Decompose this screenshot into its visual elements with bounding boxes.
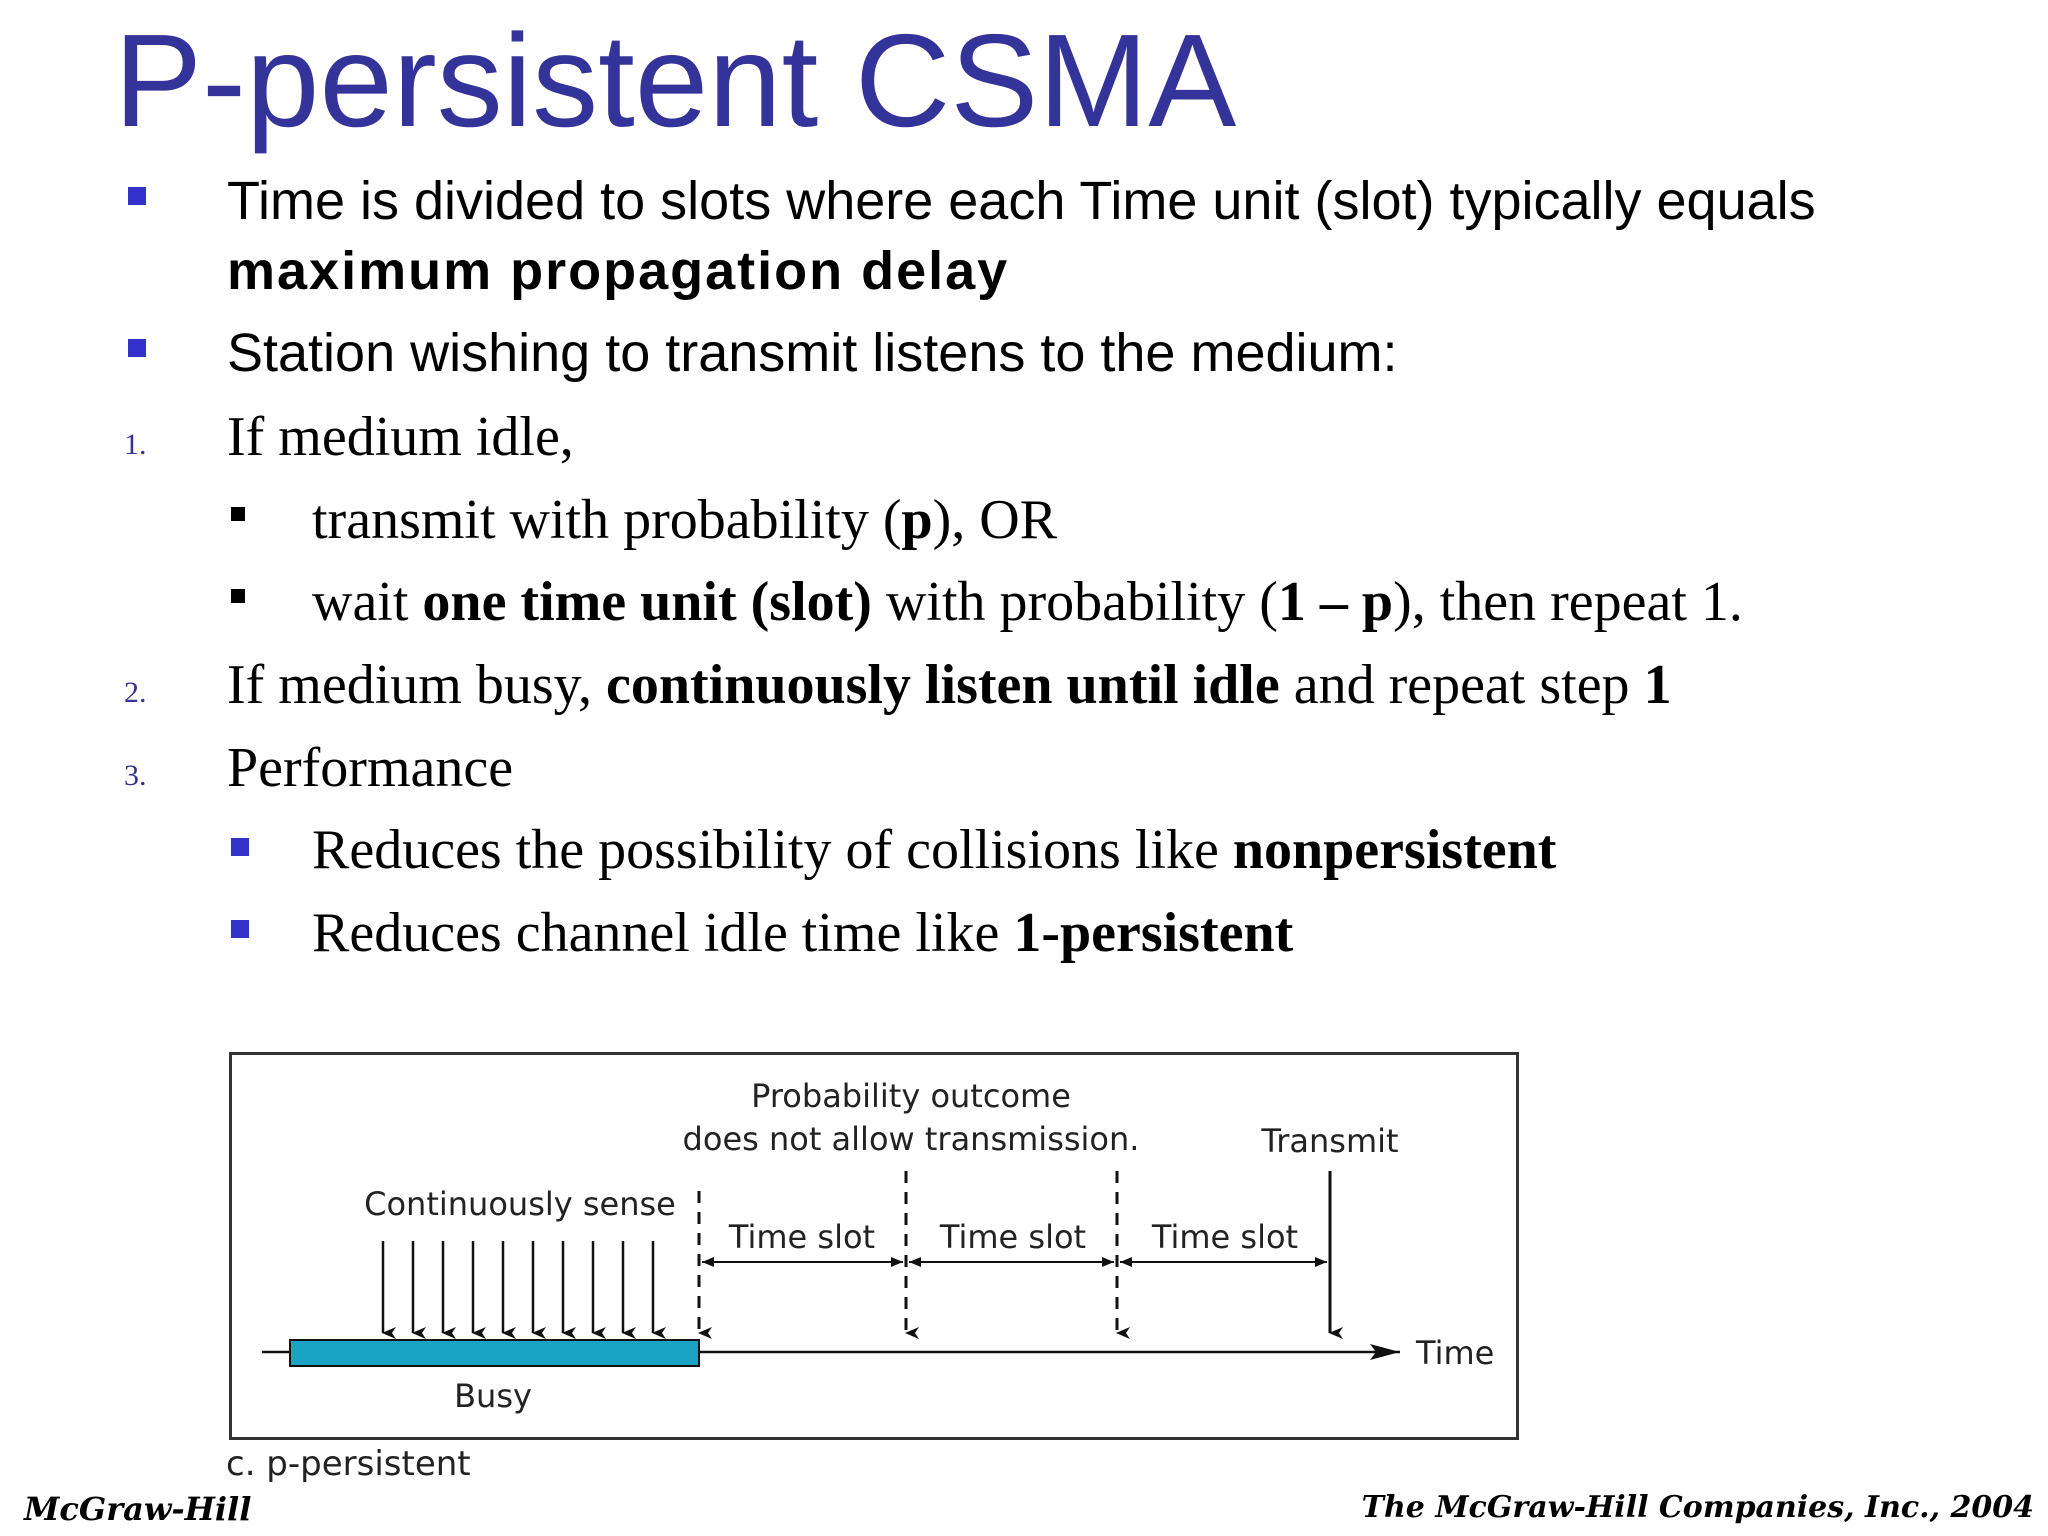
bullet-1-line-2: maximum propagation delay (227, 241, 1010, 301)
sub-item-transmit-pre: transmit with probability ( (312, 489, 902, 551)
numbered-item-2-mid: and repeat step (1279, 654, 1644, 716)
numbered-item-2-pre: If medium busy, (227, 654, 606, 716)
time-axis-label: Time (1415, 1334, 1494, 1372)
sub-item-wait-post: ), then repeat 1. (1393, 571, 1743, 633)
sub-item-transmit-post: ), OR (932, 489, 1058, 551)
time-slot-label-1: Time slot (728, 1218, 875, 1256)
busy-bar (289, 1339, 700, 1367)
sub-bullet-icon (231, 507, 245, 521)
sub-item-transmit: transmit with probability (p), OR (312, 488, 1057, 552)
sense-arrows (381, 1241, 666, 1339)
p-persistent-diagram: Probability outcome does not allow trans… (229, 1052, 1519, 1440)
list-number-2: 2. (124, 676, 147, 709)
probability-label-line-2: does not allow transmission. (683, 1120, 1140, 1158)
bullet-square-icon (128, 187, 146, 205)
sub-item-wait-mid: with probability ( (871, 571, 1278, 633)
continuously-sense-label: Continuously sense (364, 1185, 676, 1223)
bullet-1-line-1: Time is divided to slots where each Time… (227, 171, 1816, 231)
sub-bullet-icon (231, 838, 249, 856)
diagram-caption: c. p-persistent (226, 1444, 471, 1484)
slide-title: P-persistent CSMA (114, 7, 1237, 154)
sub-bullet-icon (231, 920, 249, 938)
numbered-item-2-bold-2: 1 (1643, 654, 1672, 716)
bullet-2: Station wishing to transmit listens to t… (227, 323, 1398, 383)
sub-item-collisions-bold: nonpersistent (1232, 819, 1557, 881)
list-number-1: 1. (124, 428, 147, 461)
bullet-square-icon (128, 339, 146, 357)
numbered-item-2: If medium busy, continuously listen unti… (227, 653, 1672, 717)
slot-boundaries (697, 1171, 1130, 1339)
sub-item-transmit-bold: p (901, 489, 933, 551)
diagram-svg: Probability outcome does not allow trans… (262, 1077, 1494, 1415)
list-number-3: 3. (124, 759, 147, 792)
numbered-item-2-bold-1: continuously listen until idle (605, 654, 1280, 716)
sub-item-collisions-pre: Reduces the possibility of collisions li… (312, 819, 1233, 881)
numbered-item-1: If medium idle, (227, 406, 574, 468)
sub-item-wait-bold-1: one time unit (slot) (422, 571, 872, 633)
footer-publisher: McGraw-Hill (24, 1490, 252, 1528)
transmit-label: Transmit (1260, 1122, 1398, 1160)
time-slot-label-3: Time slot (1151, 1218, 1298, 1256)
sub-item-wait-pre: wait (312, 571, 423, 633)
sub-item-wait: wait one time unit (slot) with probabili… (312, 570, 1743, 634)
numbered-item-3: Performance (227, 737, 514, 799)
sub-item-idle-time-pre: Reduces channel idle time like (312, 902, 1014, 964)
sub-item-idle-time: Reduces channel idle time like 1-persist… (312, 901, 1293, 965)
sub-item-collisions: Reduces the possibility of collisions li… (312, 818, 1556, 882)
probability-label-line-1: Probability outcome (751, 1077, 1071, 1115)
sub-bullet-icon (231, 589, 245, 603)
footer-copyright: The McGraw-Hill Companies, Inc., 2004 (1361, 1490, 2034, 1525)
sub-item-idle-time-bold: 1-persistent (1013, 902, 1294, 964)
busy-label: Busy (454, 1377, 532, 1415)
time-slot-label-2: Time slot (939, 1218, 1086, 1256)
sub-item-wait-bold-2: 1 – p (1277, 571, 1394, 633)
